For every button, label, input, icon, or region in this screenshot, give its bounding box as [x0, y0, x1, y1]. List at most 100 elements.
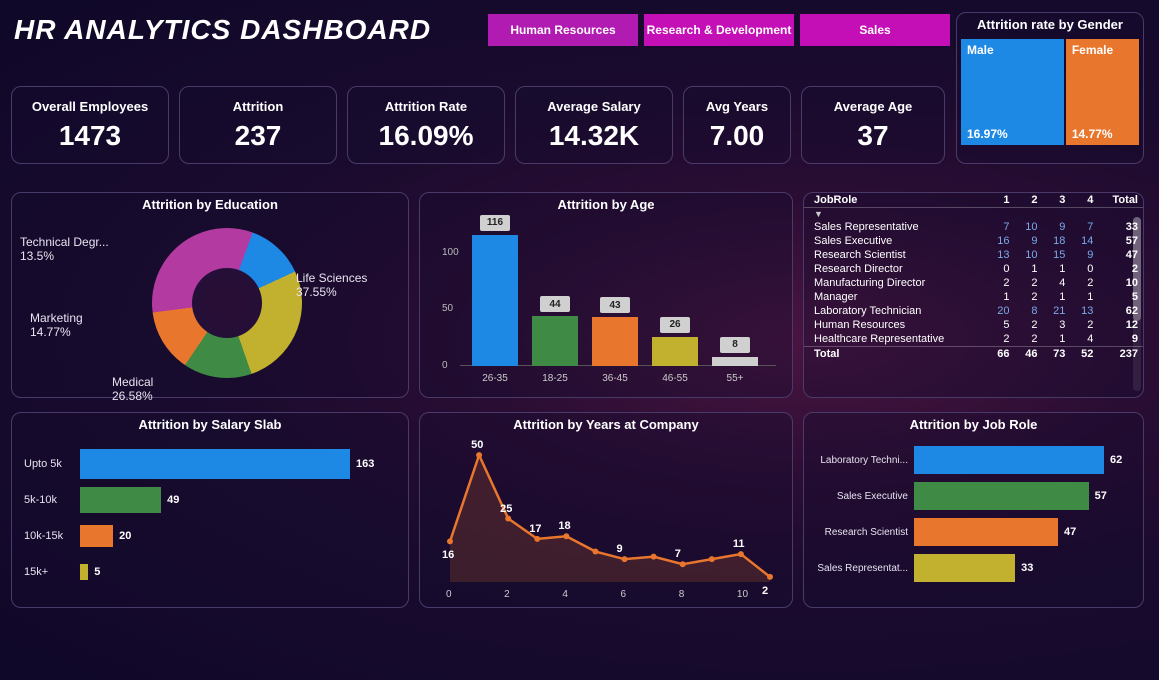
edu-label-life-sciences: Life Sciences37.55%	[296, 272, 367, 300]
jr-cell: 2	[1070, 276, 1098, 290]
jr-header-4[interactable]: 4	[1070, 193, 1098, 208]
table-scrollbar[interactable]	[1133, 217, 1141, 391]
jobrole-row[interactable]: Laboratory Techni...62	[812, 442, 1129, 478]
tab-research-development[interactable]: Research & Development	[644, 14, 794, 46]
jr-cell: 0	[987, 262, 1015, 276]
table-row[interactable]: Laboratory Technician208211362	[804, 304, 1143, 318]
kpi-overall-employees: Overall Employees1473	[11, 86, 169, 164]
jobrole-row[interactable]: Sales Representat...33	[812, 550, 1129, 586]
years-xtick: 0	[446, 589, 452, 600]
table-row[interactable]: Manager12115	[804, 290, 1143, 304]
jr-cell: 2	[1015, 290, 1043, 304]
jr-name: Manufacturing Director	[804, 276, 987, 290]
jobrole-table[interactable]: JobRole1234Total▼Sales Representative710…	[804, 193, 1143, 361]
age-xtick: 36-45	[587, 373, 643, 384]
jr-header-3[interactable]: 3	[1042, 193, 1070, 208]
attrition-by-salary-panel: Attrition by Salary Slab Upto 5k1635k-10…	[11, 412, 409, 608]
years-data-label: 7	[675, 548, 681, 560]
table-row[interactable]: Sales Executive169181457	[804, 234, 1143, 248]
tab-human-resources[interactable]: Human Resources	[488, 14, 638, 46]
jobrole-row[interactable]: Research Scientist 47	[812, 514, 1129, 550]
years-data-label: 50	[471, 439, 483, 451]
age-value-label: 116	[480, 215, 510, 231]
scrollbar-thumb[interactable]	[1133, 217, 1141, 321]
gender-female-box[interactable]: Female 14.77%	[1066, 39, 1139, 145]
jr-cell: 10	[1015, 220, 1043, 234]
age-bar-18-25[interactable]	[532, 316, 578, 366]
age-bar-36-45[interactable]	[592, 317, 638, 366]
education-title: Attrition by Education	[12, 193, 408, 212]
jobrole-bar-chart[interactable]: Laboratory Techni...62Sales Executive57R…	[804, 432, 1143, 602]
salary-row-15k-[interactable]: 15k+5	[24, 554, 396, 590]
kpi-label: Attrition Rate	[348, 99, 504, 114]
jr-cell: 1	[1042, 262, 1070, 276]
salary-row-upto-5k[interactable]: Upto 5k163	[24, 446, 396, 482]
jr-cell: 3	[1042, 318, 1070, 332]
attrition-by-gender-card: Attrition rate by Gender Male 16.97% Fem…	[956, 12, 1144, 164]
jr-cell: 21	[1042, 304, 1070, 318]
jobrole-category: Sales Executive	[812, 491, 914, 502]
jr-cell: 4	[1070, 332, 1098, 347]
gender-male-box[interactable]: Male 16.97%	[961, 39, 1064, 145]
years-data-label: 16	[442, 549, 454, 561]
table-row[interactable]: Research Scientist131015947	[804, 248, 1143, 262]
kpi-value: 37	[802, 120, 944, 152]
edu-label-technical: Technical Degr...13.5%	[20, 236, 109, 264]
table-row[interactable]: Research Director01102	[804, 262, 1143, 276]
salary-bar	[80, 449, 350, 479]
age-bar-46-55[interactable]	[652, 337, 698, 366]
age-bar-55+[interactable]	[712, 357, 758, 366]
age-value-label: 8	[720, 337, 750, 353]
jr-footer-cell: 66	[987, 347, 1015, 362]
jr-cell: 16	[987, 234, 1015, 248]
jobrole-row[interactable]: Sales Executive57	[812, 478, 1129, 514]
salary-bar	[80, 487, 161, 513]
jobrole-category: Laboratory Techni...	[812, 455, 914, 466]
jr-cell: 14	[1070, 234, 1098, 248]
years-data-label: 11	[733, 538, 745, 550]
salary-category: 10k-15k	[24, 530, 80, 542]
jr-name: Research Scientist	[804, 248, 987, 262]
jobrole-bar	[914, 446, 1104, 474]
years-xtick: 4	[562, 589, 568, 600]
jr-header-1[interactable]: 1	[987, 193, 1015, 208]
salary-bar	[80, 564, 88, 580]
salary-row-5k-10k[interactable]: 5k-10k49	[24, 482, 396, 518]
jr-cell: 7	[987, 220, 1015, 234]
jr-footer-cell: 46	[1015, 347, 1043, 362]
salary-row-10k-15k[interactable]: 10k-15k20	[24, 518, 396, 554]
table-row[interactable]: Sales Representative7109733	[804, 220, 1143, 234]
jr-cell: 9	[1042, 220, 1070, 234]
tab-sales[interactable]: Sales	[800, 14, 950, 46]
salary-bar-chart[interactable]: Upto 5k1635k-10k4910k-15k2015k+5	[12, 432, 408, 600]
attrition-by-jobrole-panel: Attrition by Job Role Laboratory Techni.…	[803, 412, 1144, 608]
gender-female-pct: 14.77%	[1072, 127, 1113, 141]
years-svg	[420, 432, 794, 606]
jr-name: Laboratory Technician	[804, 304, 987, 318]
jr-footer-cell: Total	[804, 347, 987, 362]
kpi-value: 16.09%	[348, 120, 504, 152]
table-row[interactable]: Human Resources523212	[804, 318, 1143, 332]
table-row[interactable]: Manufacturing Director224210	[804, 276, 1143, 290]
years-xtick: 10	[737, 589, 748, 600]
table-row[interactable]: Healthcare Representative22149	[804, 332, 1143, 347]
edu-label-medical: Medical26.58%	[112, 376, 153, 404]
jr-header-total[interactable]: Total	[1098, 193, 1143, 208]
years-xtick: 8	[679, 589, 685, 600]
age-bar-chart[interactable]: 05010011626-354418-254336-452646-55855+	[420, 212, 792, 390]
jobrole-category: Research Scientist	[812, 527, 914, 538]
years-data-label: 9	[617, 543, 623, 555]
jr-footer-cell: 52	[1070, 347, 1098, 362]
sort-indicator-icon[interactable]: ▼	[804, 208, 1143, 221]
age-ytick: 100	[442, 247, 459, 258]
jobrole-value: 47	[1064, 526, 1076, 538]
kpi-avg-years: Avg Years7.00	[683, 86, 791, 164]
jr-header-jobrole[interactable]: JobRole	[804, 193, 987, 208]
years-line-chart[interactable]: 1650251718971120246810	[420, 432, 792, 606]
jr-header-2[interactable]: 2	[1015, 193, 1043, 208]
age-ytick: 0	[442, 360, 448, 371]
jr-cell: 9	[1070, 248, 1098, 262]
kpi-attrition-rate: Attrition Rate 16.09%	[347, 86, 505, 164]
kpi-value: 14.32K	[516, 120, 672, 152]
age-bar-26-35[interactable]	[472, 235, 518, 366]
